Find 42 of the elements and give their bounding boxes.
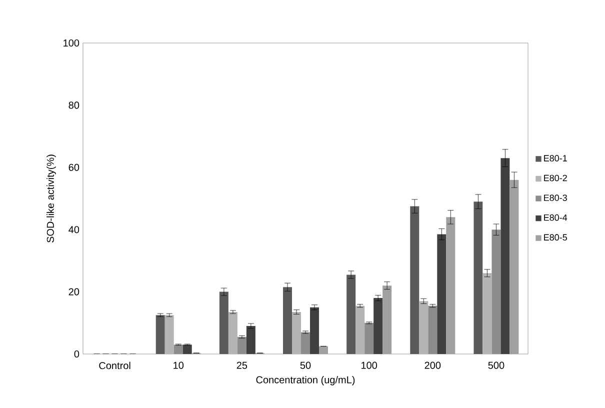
bar	[500, 158, 510, 354]
bar	[219, 292, 228, 354]
bar	[410, 206, 420, 354]
y-tick-label: 40	[68, 226, 80, 234]
x-tick-label: 10	[174, 362, 184, 369]
bar	[319, 346, 328, 354]
bar	[156, 315, 165, 354]
legend-label: E80-3	[544, 194, 567, 201]
bar	[510, 180, 519, 354]
bar	[374, 298, 383, 354]
y-tick-label: 20	[68, 288, 80, 296]
x-tick-label: 50	[300, 362, 311, 369]
bar	[228, 312, 238, 354]
bar	[446, 217, 456, 354]
y-tick-label: 60	[68, 164, 80, 171]
bar	[382, 286, 392, 354]
bar	[283, 287, 292, 354]
bar	[182, 344, 192, 354]
bar	[437, 234, 446, 354]
bar	[292, 312, 301, 354]
y-tick-label: 80	[68, 102, 80, 109]
legend-label: E80-2	[544, 174, 567, 182]
x-tick-label: Control	[99, 362, 130, 370]
y-axis-title: SOD-like activity(%)	[46, 154, 56, 242]
x-axis-title: Concentration (ug/mL)	[256, 376, 355, 386]
legend-label: E80-5	[544, 234, 567, 241]
legend-label: E80-4	[544, 214, 568, 221]
bar	[474, 202, 483, 354]
bar	[482, 273, 492, 354]
bar	[310, 307, 319, 354]
bar	[356, 306, 365, 354]
bar	[246, 326, 256, 354]
legend-label: E80-1	[544, 155, 567, 162]
y-tick-label: 100	[64, 39, 80, 47]
x-tick-label: 100	[362, 362, 378, 369]
y-tick-label: 0	[74, 350, 80, 358]
bar	[346, 274, 356, 354]
x-tick-label: 500	[488, 362, 504, 369]
bar	[419, 301, 428, 354]
x-tick-label: 200	[424, 362, 441, 369]
x-tick-label: 25	[236, 362, 248, 369]
bar	[164, 315, 174, 354]
